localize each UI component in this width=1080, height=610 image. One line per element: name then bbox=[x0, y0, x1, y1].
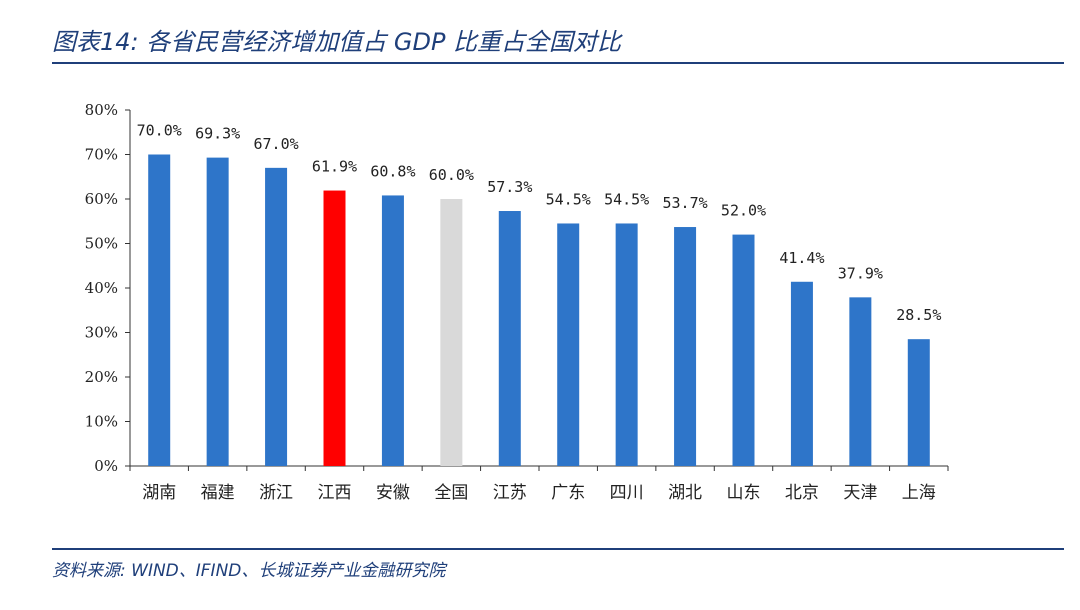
bar-1 bbox=[206, 157, 229, 467]
data-label-4: 60.8% bbox=[370, 162, 415, 180]
footer-rule bbox=[52, 548, 1064, 550]
x-tick-label-6: 江苏 bbox=[493, 483, 527, 503]
bar-8 bbox=[615, 223, 638, 466]
y-tick-label: 40% bbox=[85, 279, 118, 297]
x-tick-label-8: 四川 bbox=[610, 483, 644, 503]
y-tick-label: 70% bbox=[85, 146, 118, 164]
figure-title: 图表14: 各省民营经济增加值占 GDP 比重占全国对比 bbox=[52, 28, 622, 56]
x-tick-label-10: 山东 bbox=[727, 483, 761, 503]
data-label-10: 52.0% bbox=[721, 202, 766, 220]
bar-0 bbox=[148, 154, 171, 466]
bar-10 bbox=[732, 234, 755, 466]
y-tick-label: 80% bbox=[85, 101, 118, 119]
y-tick-label: 10% bbox=[85, 413, 118, 431]
data-labels: 70.0% 69.3% 67.0% 61.9% 60.8% 60.0% 57.3% 54.5%… bbox=[137, 122, 942, 325]
data-label-8: 54.5% bbox=[604, 190, 649, 208]
bar-5 bbox=[440, 199, 463, 466]
bar-3 bbox=[323, 190, 346, 467]
data-label-12: 37.9% bbox=[838, 264, 883, 282]
x-tick-label-2: 浙江 bbox=[259, 483, 293, 503]
x-tick-label-11: 北京 bbox=[785, 483, 819, 503]
data-label-11: 41.4% bbox=[779, 249, 824, 267]
y-tick-label: 20% bbox=[85, 368, 118, 386]
data-label-13: 28.5% bbox=[896, 306, 941, 324]
bar-6 bbox=[498, 211, 521, 466]
x-tick-label-9: 湖北 bbox=[668, 483, 702, 503]
y-axis-ticks: 0% 10% 20% 30% 40% 50% 60% 70% 80% bbox=[85, 101, 130, 475]
data-label-1: 69.3% bbox=[195, 125, 240, 143]
y-tick-label: 0% bbox=[94, 457, 118, 475]
source-note: 资料来源: WIND、IFIND、长城证券产业金融研究院 bbox=[52, 561, 446, 581]
x-tick-label-0: 湖南 bbox=[142, 483, 176, 503]
y-tick-label: 50% bbox=[85, 235, 118, 253]
chart-bars bbox=[148, 154, 930, 467]
x-tick-label-12: 天津 bbox=[843, 483, 877, 503]
data-label-2: 67.0% bbox=[253, 135, 298, 153]
bar-2 bbox=[265, 167, 288, 466]
data-label-9: 53.7% bbox=[662, 194, 707, 212]
y-tick-label: 30% bbox=[85, 324, 118, 342]
bar-4 bbox=[381, 195, 404, 466]
data-label-7: 54.5% bbox=[546, 190, 591, 208]
bar-13 bbox=[907, 339, 930, 466]
x-tick-label-4: 安徽 bbox=[376, 483, 410, 503]
data-label-3: 61.9% bbox=[312, 158, 357, 176]
y-tick-label: 60% bbox=[85, 190, 118, 208]
title-rule bbox=[52, 62, 1064, 64]
x-tick-label-1: 福建 bbox=[201, 483, 235, 503]
data-label-5: 60.0% bbox=[429, 166, 474, 184]
x-tick-label-13: 上海 bbox=[902, 483, 936, 503]
bar-11 bbox=[790, 281, 813, 466]
data-label-6: 57.3% bbox=[487, 178, 532, 196]
bar-12 bbox=[849, 297, 872, 466]
x-tick-label-7: 广东 bbox=[551, 483, 585, 503]
bar-7 bbox=[557, 223, 580, 466]
data-label-0: 70.0% bbox=[137, 122, 182, 140]
x-tick-label-5: 全国 bbox=[434, 483, 468, 503]
x-axis-labels: 湖南 福建 浙江 江西 安徽 全国 江苏 广东 四川 湖北 山东 北京 天津 上海 bbox=[142, 483, 936, 503]
bar-9 bbox=[674, 227, 697, 466]
chart-axes bbox=[129, 110, 949, 471]
x-tick-label-3: 江西 bbox=[318, 483, 352, 503]
